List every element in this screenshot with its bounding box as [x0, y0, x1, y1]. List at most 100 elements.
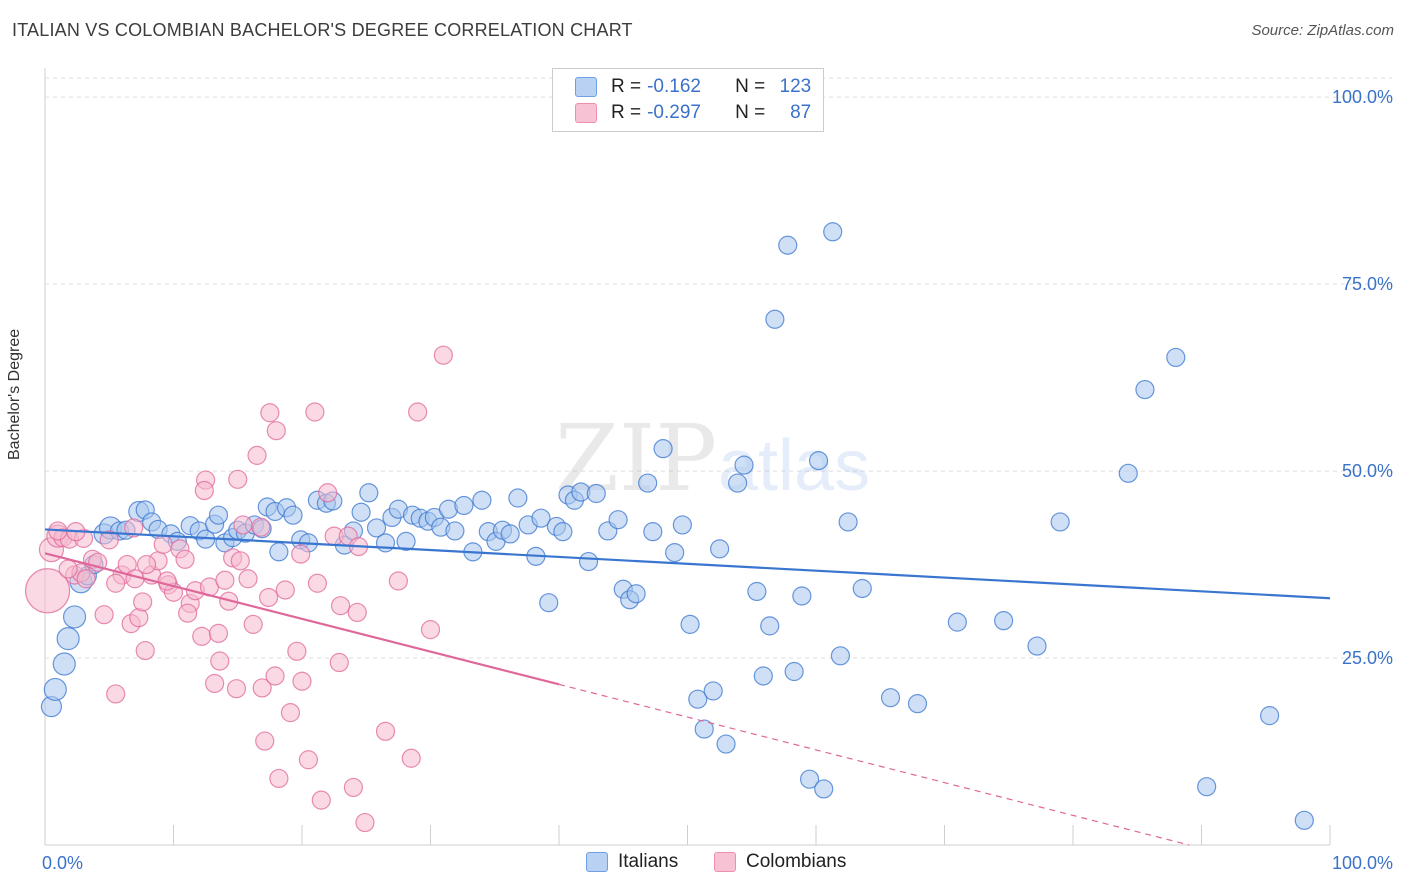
series-italians [40, 222, 1314, 830]
data-point [129, 608, 149, 628]
trend-line-extension [558, 683, 1190, 846]
data-point [56, 627, 80, 651]
data-point [760, 616, 780, 636]
legend-r-value: -0.162 [647, 76, 701, 97]
data-point [680, 614, 700, 634]
data-point [330, 596, 351, 616]
data-point [672, 515, 692, 535]
data-point [765, 309, 785, 329]
legend-n-label: N = [735, 102, 766, 123]
data-point [375, 721, 396, 741]
bottom-legend-label-colombians: Colombians [746, 851, 847, 872]
data-point [76, 569, 96, 589]
data-point [728, 473, 748, 493]
data-point [1294, 810, 1314, 830]
data-point [716, 734, 736, 754]
data-point [688, 689, 708, 709]
axes [44, 68, 1331, 846]
data-point [58, 559, 78, 579]
data-point [247, 445, 267, 465]
bottom-swatch-colombians [714, 852, 736, 872]
data-point [734, 455, 754, 475]
data-point [472, 490, 492, 510]
data-point [454, 495, 474, 516]
data-point [508, 488, 528, 508]
data-point [255, 731, 275, 751]
data-point [228, 469, 248, 489]
data-point [275, 580, 295, 600]
data-point [175, 549, 195, 569]
data-point [638, 473, 658, 493]
data-point [24, 568, 71, 614]
data-point [135, 640, 155, 661]
legend: R = -0.162 N = 123 R = -0.297 N = 87 [552, 68, 824, 132]
data-point [230, 551, 250, 571]
data-point [208, 505, 229, 525]
data-point [266, 421, 286, 441]
data-point [133, 592, 153, 612]
data-point [1197, 777, 1217, 797]
data-point [531, 508, 551, 528]
bottom-legend-label-italians: Italians [618, 851, 679, 872]
data-point [318, 483, 338, 503]
trend-line [44, 552, 560, 686]
data-point [586, 483, 606, 504]
data-point [420, 620, 441, 640]
data-point [880, 688, 901, 708]
legend-swatch-italians [575, 77, 597, 97]
data-point [307, 573, 328, 593]
bottom-swatch-italians [586, 852, 608, 872]
data-point [852, 578, 872, 599]
data-point [287, 641, 307, 661]
data-point [994, 611, 1014, 631]
data-point [106, 684, 126, 704]
data-point [375, 533, 396, 553]
data-point [1135, 379, 1155, 400]
data-point [311, 790, 331, 810]
data-point [500, 524, 520, 544]
data-point [343, 777, 363, 798]
data-point [351, 502, 371, 522]
data-point [553, 522, 573, 542]
data-point [347, 602, 367, 623]
legend-swatch-colombians [575, 103, 597, 123]
x-tick-label: 0.0% [42, 853, 83, 873]
data-point [703, 681, 723, 701]
data-point [292, 671, 312, 691]
data-point [359, 483, 379, 503]
data-point [205, 673, 225, 694]
data-point [252, 678, 272, 698]
data-point [778, 235, 798, 255]
legend-row-colombians: R = -0.297 N = 87 [575, 100, 811, 126]
data-point [907, 694, 928, 714]
source-label: Source: ZipAtlas.com [1251, 22, 1394, 39]
data-point [643, 522, 663, 542]
tick-labels: 25.0% 50.0% 75.0% 100.0% 0.0% 100.0% [42, 87, 1393, 873]
bottom-legend-italians: Italians [586, 851, 678, 873]
data-point [1050, 512, 1070, 532]
data-point [753, 666, 773, 686]
data-point [388, 571, 408, 591]
y-tick-label: 75.0% [1342, 274, 1393, 294]
data-point [233, 515, 253, 535]
bottom-legend: Italians Colombians [0, 851, 1406, 877]
data-point [539, 593, 559, 613]
data-point [52, 652, 76, 676]
data-point [94, 605, 114, 625]
data-point [106, 573, 126, 593]
data-point [747, 581, 767, 602]
trend-lines [44, 528, 1331, 846]
data-point [366, 518, 387, 538]
data-point [298, 750, 319, 770]
data-point [653, 439, 673, 459]
legend-r-value: -0.297 [647, 102, 701, 123]
data-point [608, 510, 628, 530]
data-point [408, 402, 428, 422]
data-point [665, 543, 685, 563]
data-point [192, 626, 212, 646]
data-point [260, 403, 280, 423]
data-point [396, 531, 416, 551]
y-tick-label: 25.0% [1342, 648, 1393, 668]
data-point [258, 587, 279, 608]
